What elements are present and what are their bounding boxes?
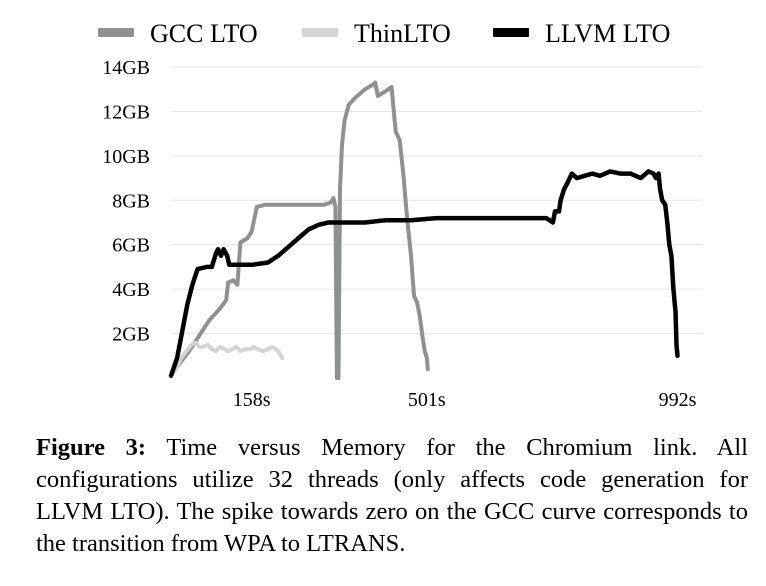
legend-swatch-gcc-lto bbox=[98, 28, 134, 37]
x-tick-label-1: 501s bbox=[408, 389, 446, 411]
caption-label: Figure 3: bbox=[36, 434, 147, 461]
series-line-llvm-lto bbox=[168, 169, 680, 379]
y-tick-label-2: 6GB bbox=[112, 235, 150, 257]
legend-swatch-thinlto bbox=[302, 28, 338, 37]
legend: GCC LTO ThinLTO LLVM LTO bbox=[98, 19, 670, 48]
series-line-thinlto bbox=[169, 340, 285, 378]
caption-text: Time versus Memory for the Chromium link… bbox=[36, 434, 748, 557]
x-tick-label-0: 158s bbox=[233, 389, 271, 411]
y-tick-label-1: 4GB bbox=[112, 279, 150, 301]
x-tick-label-2: 992s bbox=[659, 389, 697, 411]
legend-label-thinlto: ThinLTO bbox=[354, 19, 451, 48]
y-tick-label-4: 10GB bbox=[102, 146, 150, 168]
x-axis-ticks: 158s 501s 992s bbox=[233, 389, 697, 411]
grid-lines bbox=[171, 66, 702, 335]
memory-time-chart: 2GB 4GB 6GB 8GB 10GB 12GB 14GB 158s 501s 992s GC… bbox=[98, 19, 702, 411]
y-tick-label-0: 2GB bbox=[112, 324, 150, 346]
y-tick-label-5: 12GB bbox=[102, 101, 150, 123]
y-axis-ticks: 2GB 4GB 6GB 8GB 10GB 12GB 14GB bbox=[102, 57, 150, 346]
legend-label-llvm-lto: LLVM LTO bbox=[545, 19, 670, 48]
legend-swatch-llvm-lto bbox=[493, 28, 529, 37]
legend-label-gcc-lto: GCC LTO bbox=[150, 19, 258, 48]
y-tick-label-3: 8GB bbox=[112, 190, 150, 212]
figure-caption: Figure 3: Time versus Memory for the Chr… bbox=[36, 432, 748, 560]
y-tick-label-6: 14GB bbox=[102, 57, 150, 79]
series-lines bbox=[168, 80, 680, 380]
